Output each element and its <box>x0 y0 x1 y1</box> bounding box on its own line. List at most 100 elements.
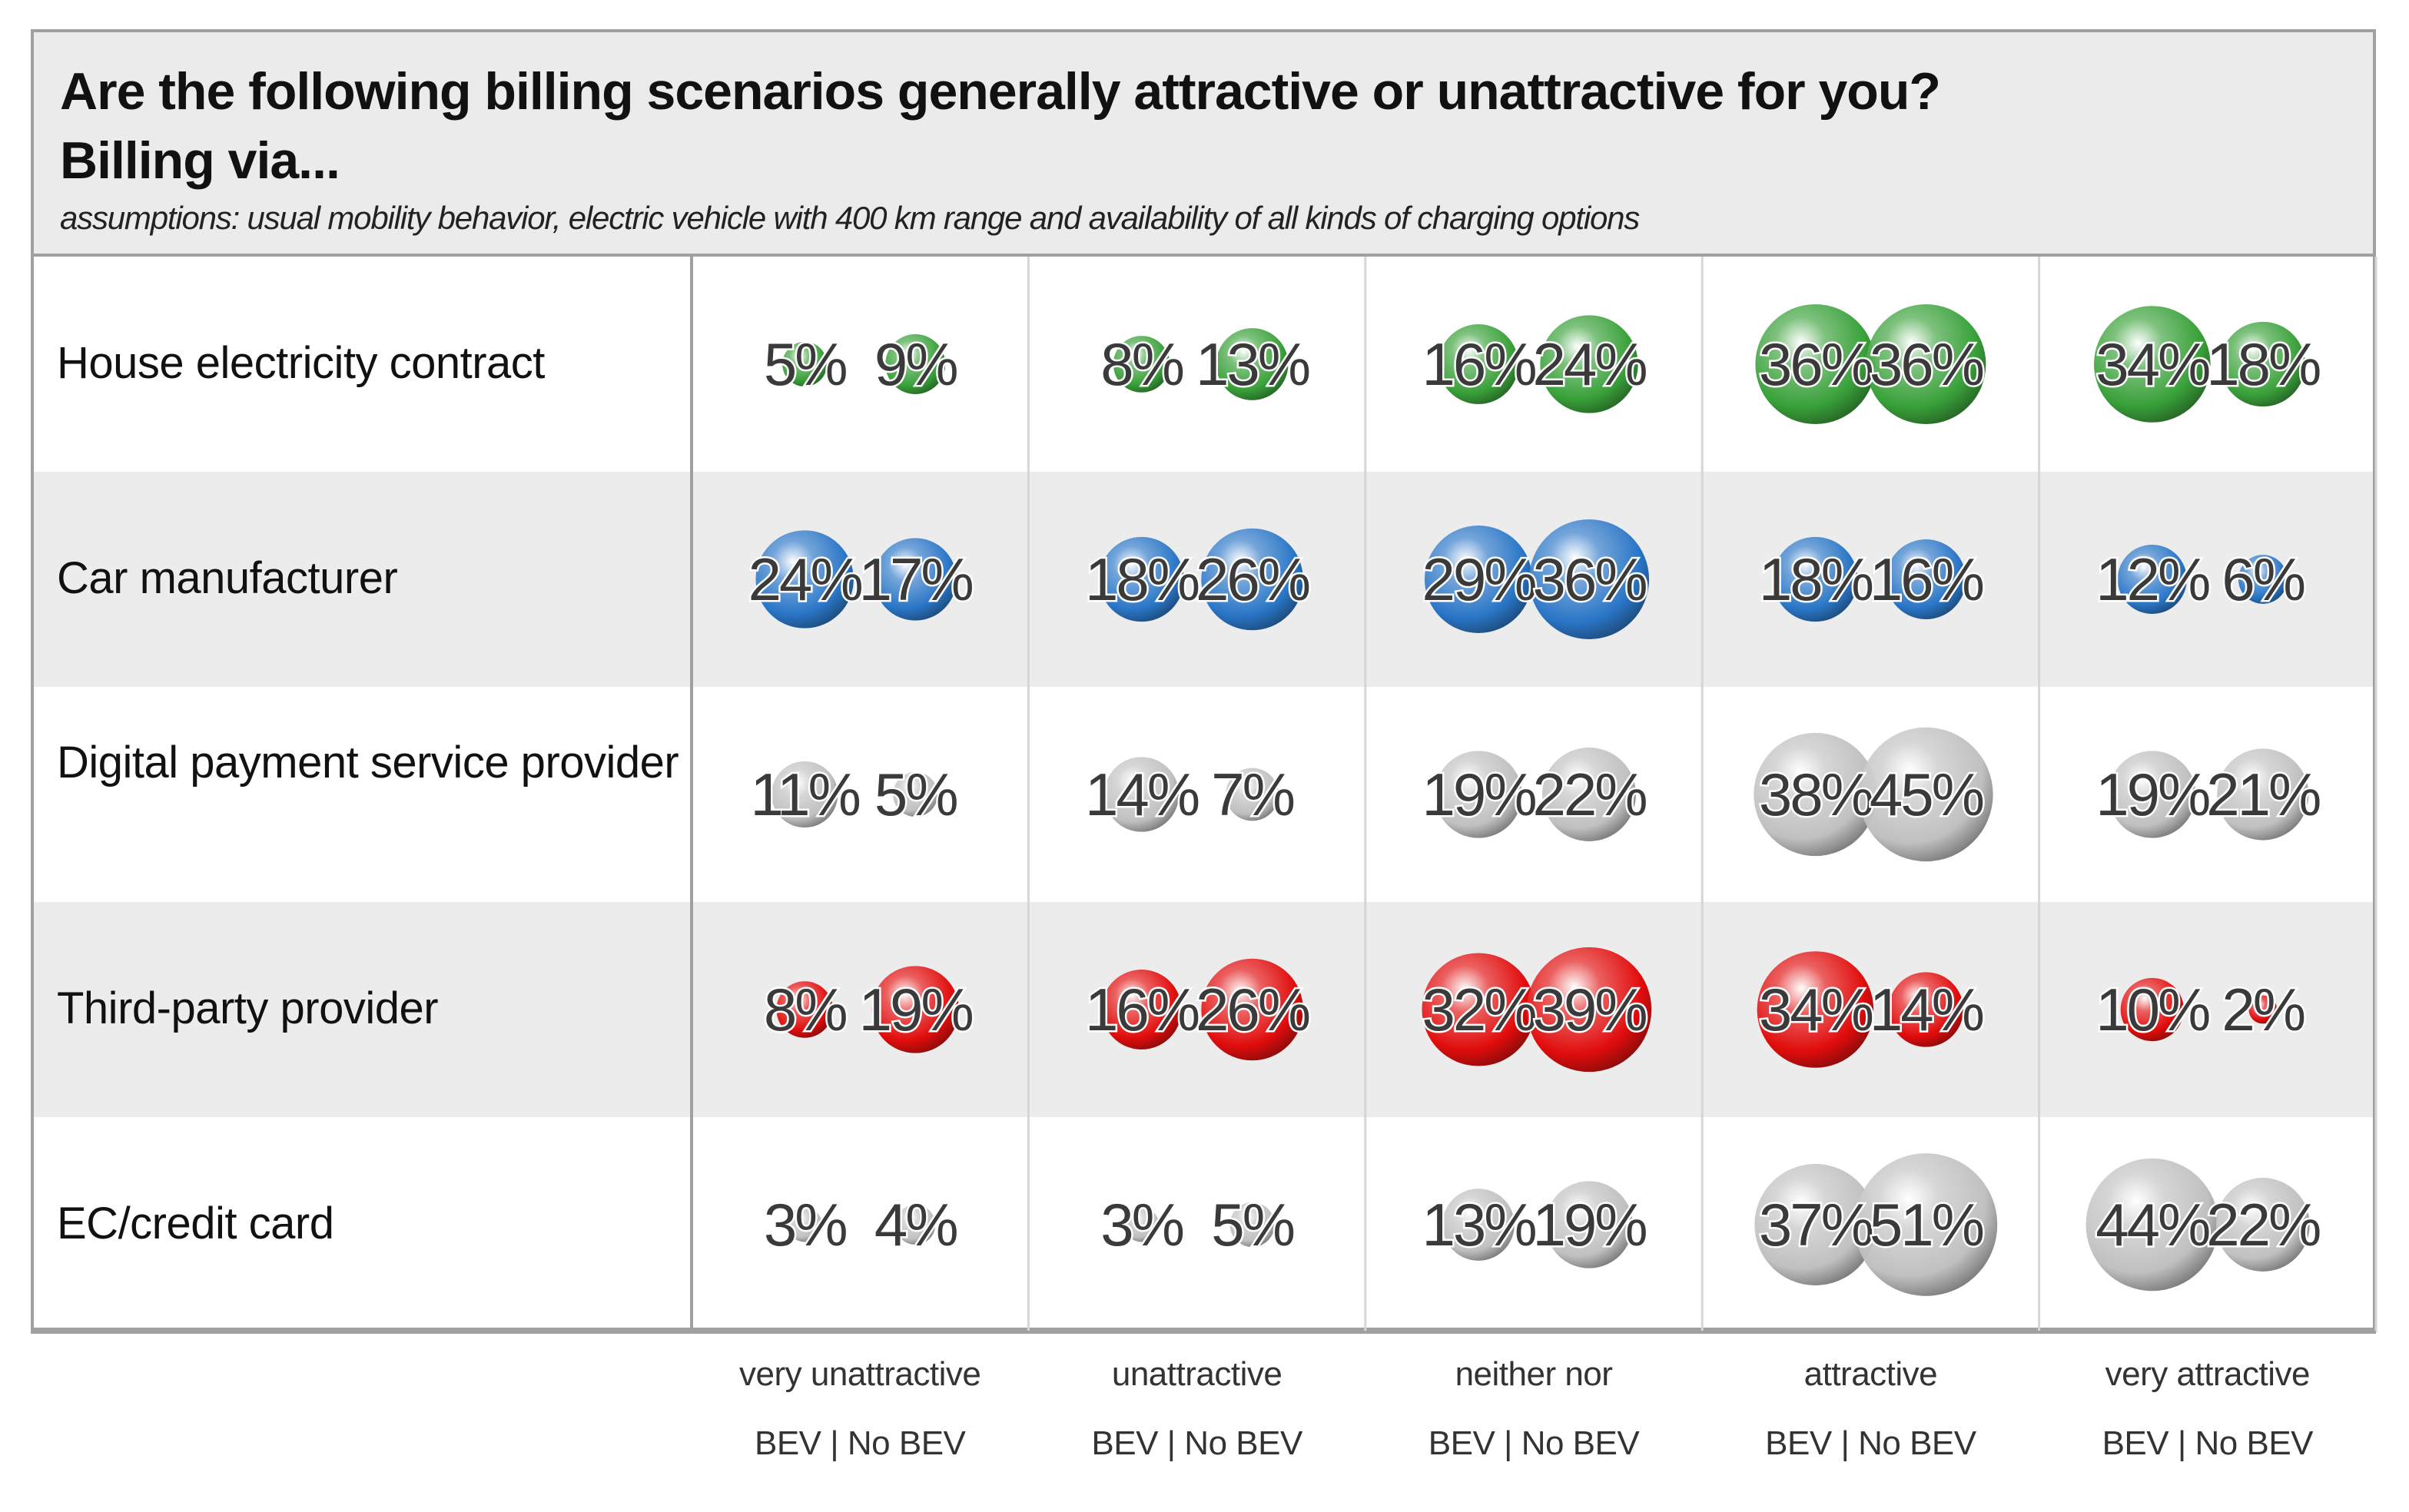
category-label: very unattractive <box>739 1355 981 1393</box>
value-label-nobev: 18% <box>2206 330 2320 398</box>
bubble-nobev <box>1542 748 1636 841</box>
bubble-nobev <box>1226 768 1279 821</box>
value-label-bev: 18% <box>1085 545 1199 613</box>
value-label-bev: 36% <box>1759 330 1873 398</box>
value-label-bev: 11% <box>751 761 860 828</box>
value-label-nobev: 14% <box>1870 976 1983 1043</box>
chart-header: Are the following billing scenarios gene… <box>34 32 2373 257</box>
series-sub-label: BEV | No BEV <box>1428 1424 1640 1462</box>
bubble-nobev <box>885 334 946 394</box>
bubble-nobev <box>893 771 938 817</box>
bubble-nobev <box>1201 958 1303 1061</box>
bubble-bev <box>2117 544 2187 615</box>
bubble-bev <box>1424 525 1533 634</box>
value-label-bev: 3% <box>1100 1191 1183 1258</box>
bubble-bev <box>1757 951 1874 1068</box>
bubble-nobev <box>2215 1178 2310 1272</box>
bubble-nobev <box>1201 528 1303 631</box>
bubble-nobev <box>871 966 959 1053</box>
value-label-nobev: 45% <box>1870 761 1983 828</box>
bubble-nobev <box>2220 321 2305 407</box>
bubble-nobev <box>1529 519 1649 639</box>
bubble-bev <box>1755 304 1876 424</box>
value-label-bev: 10% <box>2095 976 2209 1043</box>
chart-title-line2: Billing via... <box>60 131 340 190</box>
value-label-bev: 8% <box>764 976 846 1043</box>
value-label-nobev: 21% <box>2206 761 2320 828</box>
value-label-nobev: 22% <box>1532 761 1646 828</box>
bubble-bev <box>1422 953 1535 1066</box>
value-label-bev: 37% <box>1759 1191 1873 1258</box>
bubble-nobev <box>1866 304 1986 424</box>
value-label-nobev: 51% <box>1870 1191 1983 1258</box>
bubble-bev <box>787 1207 822 1242</box>
category-label: neither nor <box>1455 1355 1613 1393</box>
value-label-nobev: 7% <box>1211 761 1293 828</box>
value-label-nobev: 4% <box>874 1191 957 1258</box>
value-label-bev: 34% <box>1759 976 1873 1043</box>
row-label: EC/credit card <box>57 1199 334 1248</box>
value-label-nobev: 19% <box>859 976 973 1043</box>
series-sub-label: BEV | No BEV <box>1765 1424 1976 1462</box>
bubble-nobev <box>1859 727 1993 862</box>
bubble-nobev <box>1545 1181 1633 1268</box>
value-label-bev: 13% <box>1422 1191 1535 1258</box>
value-label-nobev: 13% <box>1196 330 1309 398</box>
value-label-bev: 19% <box>1422 761 1535 828</box>
value-label-bev: 18% <box>1759 545 1873 613</box>
bubble-nobev <box>1888 972 1964 1047</box>
bubble-nobev <box>1526 947 1652 1073</box>
row-label: Car manufacturer <box>57 553 398 603</box>
value-label-nobev: 17% <box>859 545 973 613</box>
value-label-bev: 29% <box>1422 545 1535 613</box>
bubble-bev <box>1438 324 1518 404</box>
bubble-bev <box>2109 751 2196 838</box>
grid-lines <box>31 257 2377 1334</box>
value-label-bev: 3% <box>764 1191 846 1258</box>
bubble-bev <box>1103 757 1180 832</box>
value-label-bev: 16% <box>1422 330 1535 398</box>
value-label-bev: 34% <box>2095 330 2209 398</box>
value-label-bev: 12% <box>2095 545 2209 613</box>
series-sub-label: BEV | No BEV <box>1091 1424 1302 1462</box>
value-label-nobev: 36% <box>1532 545 1646 613</box>
value-label-nobev: 39% <box>1532 976 1646 1043</box>
bubble-nobev <box>895 1205 936 1245</box>
series-sub-label: BEV | No BEV <box>754 1424 966 1462</box>
bubble-bev <box>1754 1163 1876 1286</box>
value-label-nobev: 26% <box>1196 976 1309 1043</box>
bubble-nobev <box>874 538 957 621</box>
bubble-bev <box>1113 336 1170 393</box>
value-label-bev: 16% <box>1085 976 1199 1043</box>
bubble-bev <box>755 530 854 628</box>
bubble-nobev <box>2248 995 2278 1024</box>
chart-subtitle: assumptions: usual mobility behavior, el… <box>60 200 1640 236</box>
chart-title: Are the following billing scenarios gene… <box>60 62 1941 121</box>
value-label-nobev: 22% <box>2206 1191 2320 1258</box>
series-sub-label: BEV | No BEV <box>2102 1424 2314 1462</box>
row-label: House electricity contract <box>57 338 545 388</box>
value-labels: 5% 9% 8% 13% 16%24% 36%36% 34%18%24%17% 18%26% 2… <box>746 329 2324 1261</box>
bubble-bev <box>776 981 833 1038</box>
bubble-bev <box>771 761 838 828</box>
value-label-nobev: 36% <box>1870 330 1983 398</box>
bubble-bev <box>1101 970 1182 1049</box>
bubble-bev <box>1099 536 1184 622</box>
bubble-nobev <box>1540 315 1638 413</box>
value-label-bev: 44% <box>2095 1191 2209 1258</box>
bubble-nobev <box>1216 328 1289 400</box>
bubble-bev <box>2120 977 2184 1042</box>
value-label-nobev: 5% <box>874 761 957 828</box>
value-label-nobev: 24% <box>1532 330 1646 398</box>
bubble-bev <box>1442 1189 1515 1261</box>
value-label-bev: 38% <box>1759 761 1873 828</box>
bubble-bev <box>1754 732 1877 857</box>
category-label: attractive <box>1803 1355 1938 1393</box>
value-label-nobev: 16% <box>1870 545 1983 613</box>
value-label-nobev: 9% <box>874 330 957 398</box>
bubble-nobev <box>2238 555 2288 604</box>
value-label-bev: 24% <box>748 545 862 613</box>
bubble-bev <box>1435 751 1522 838</box>
value-label-bev: 32% <box>1422 976 1535 1043</box>
